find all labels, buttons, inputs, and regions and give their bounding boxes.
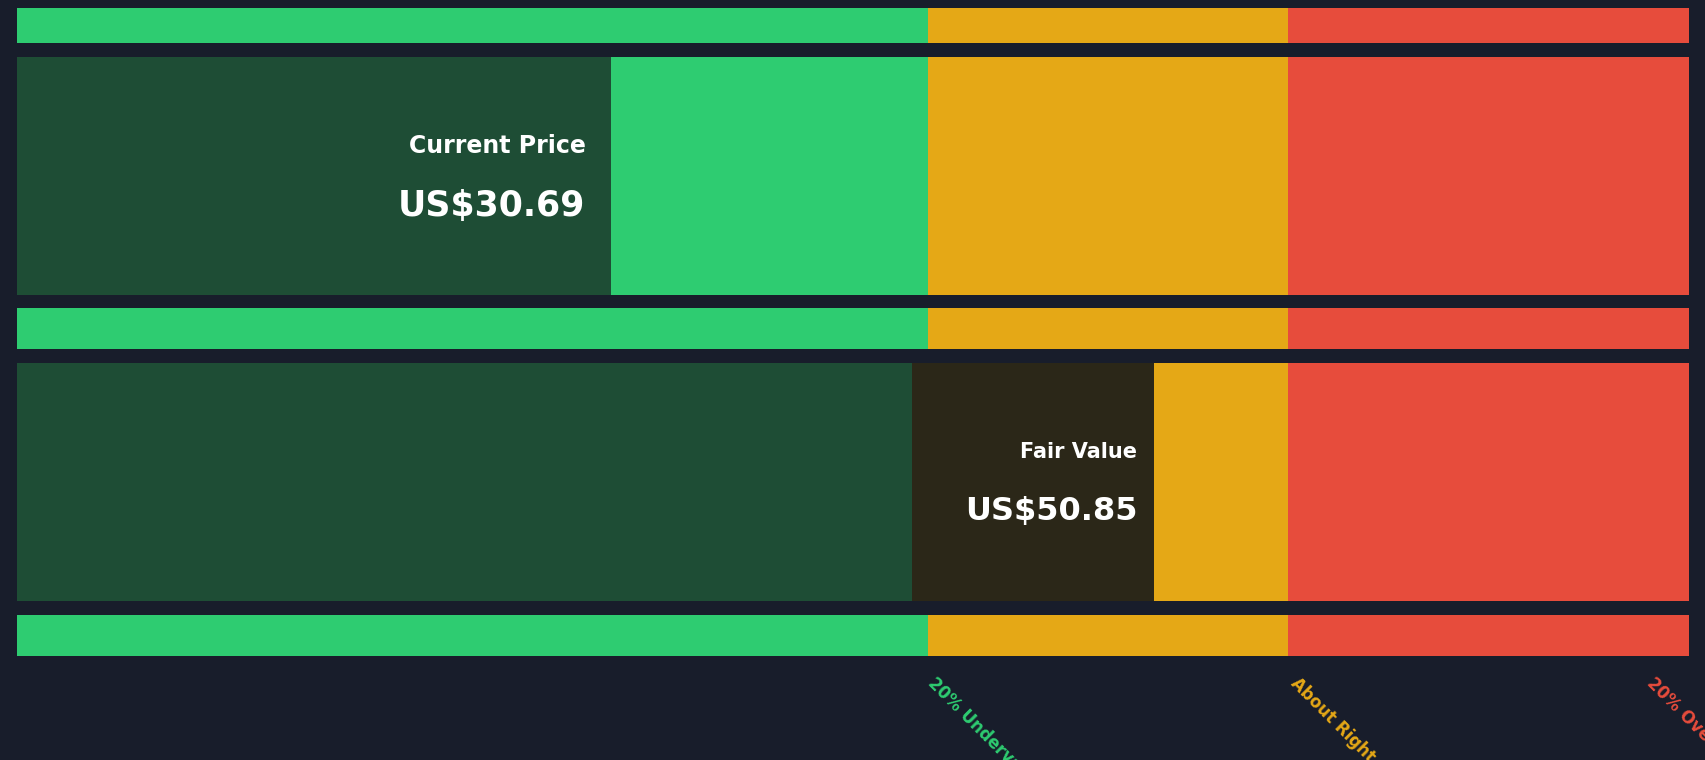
Bar: [17, 615, 928, 656]
Bar: [928, 309, 1287, 350]
Bar: [1287, 615, 1688, 656]
Bar: [1287, 309, 1688, 350]
Bar: [17, 57, 610, 295]
Bar: [928, 2, 1287, 43]
Text: About Right: About Right: [1286, 674, 1378, 760]
Bar: [17, 363, 928, 601]
Text: US$50.85: US$50.85: [963, 496, 1137, 527]
Bar: [17, 309, 928, 350]
Bar: [1287, 363, 1688, 601]
Text: Fair Value: Fair Value: [1020, 442, 1137, 462]
Bar: [1287, 2, 1688, 43]
Text: Current Price: Current Price: [409, 134, 585, 158]
Bar: [17, 57, 928, 295]
Bar: [1287, 57, 1688, 295]
Text: 20% Overvalued: 20% Overvalued: [1642, 674, 1705, 760]
Bar: [928, 57, 1287, 295]
Text: US$30.69: US$30.69: [397, 188, 585, 223]
Bar: [928, 363, 1287, 601]
Text: 20% Undervalued: 20% Undervalued: [924, 674, 1052, 760]
Bar: [17, 363, 1153, 601]
Bar: [928, 615, 1287, 656]
Bar: [17, 2, 928, 43]
Bar: [910, 363, 1153, 601]
